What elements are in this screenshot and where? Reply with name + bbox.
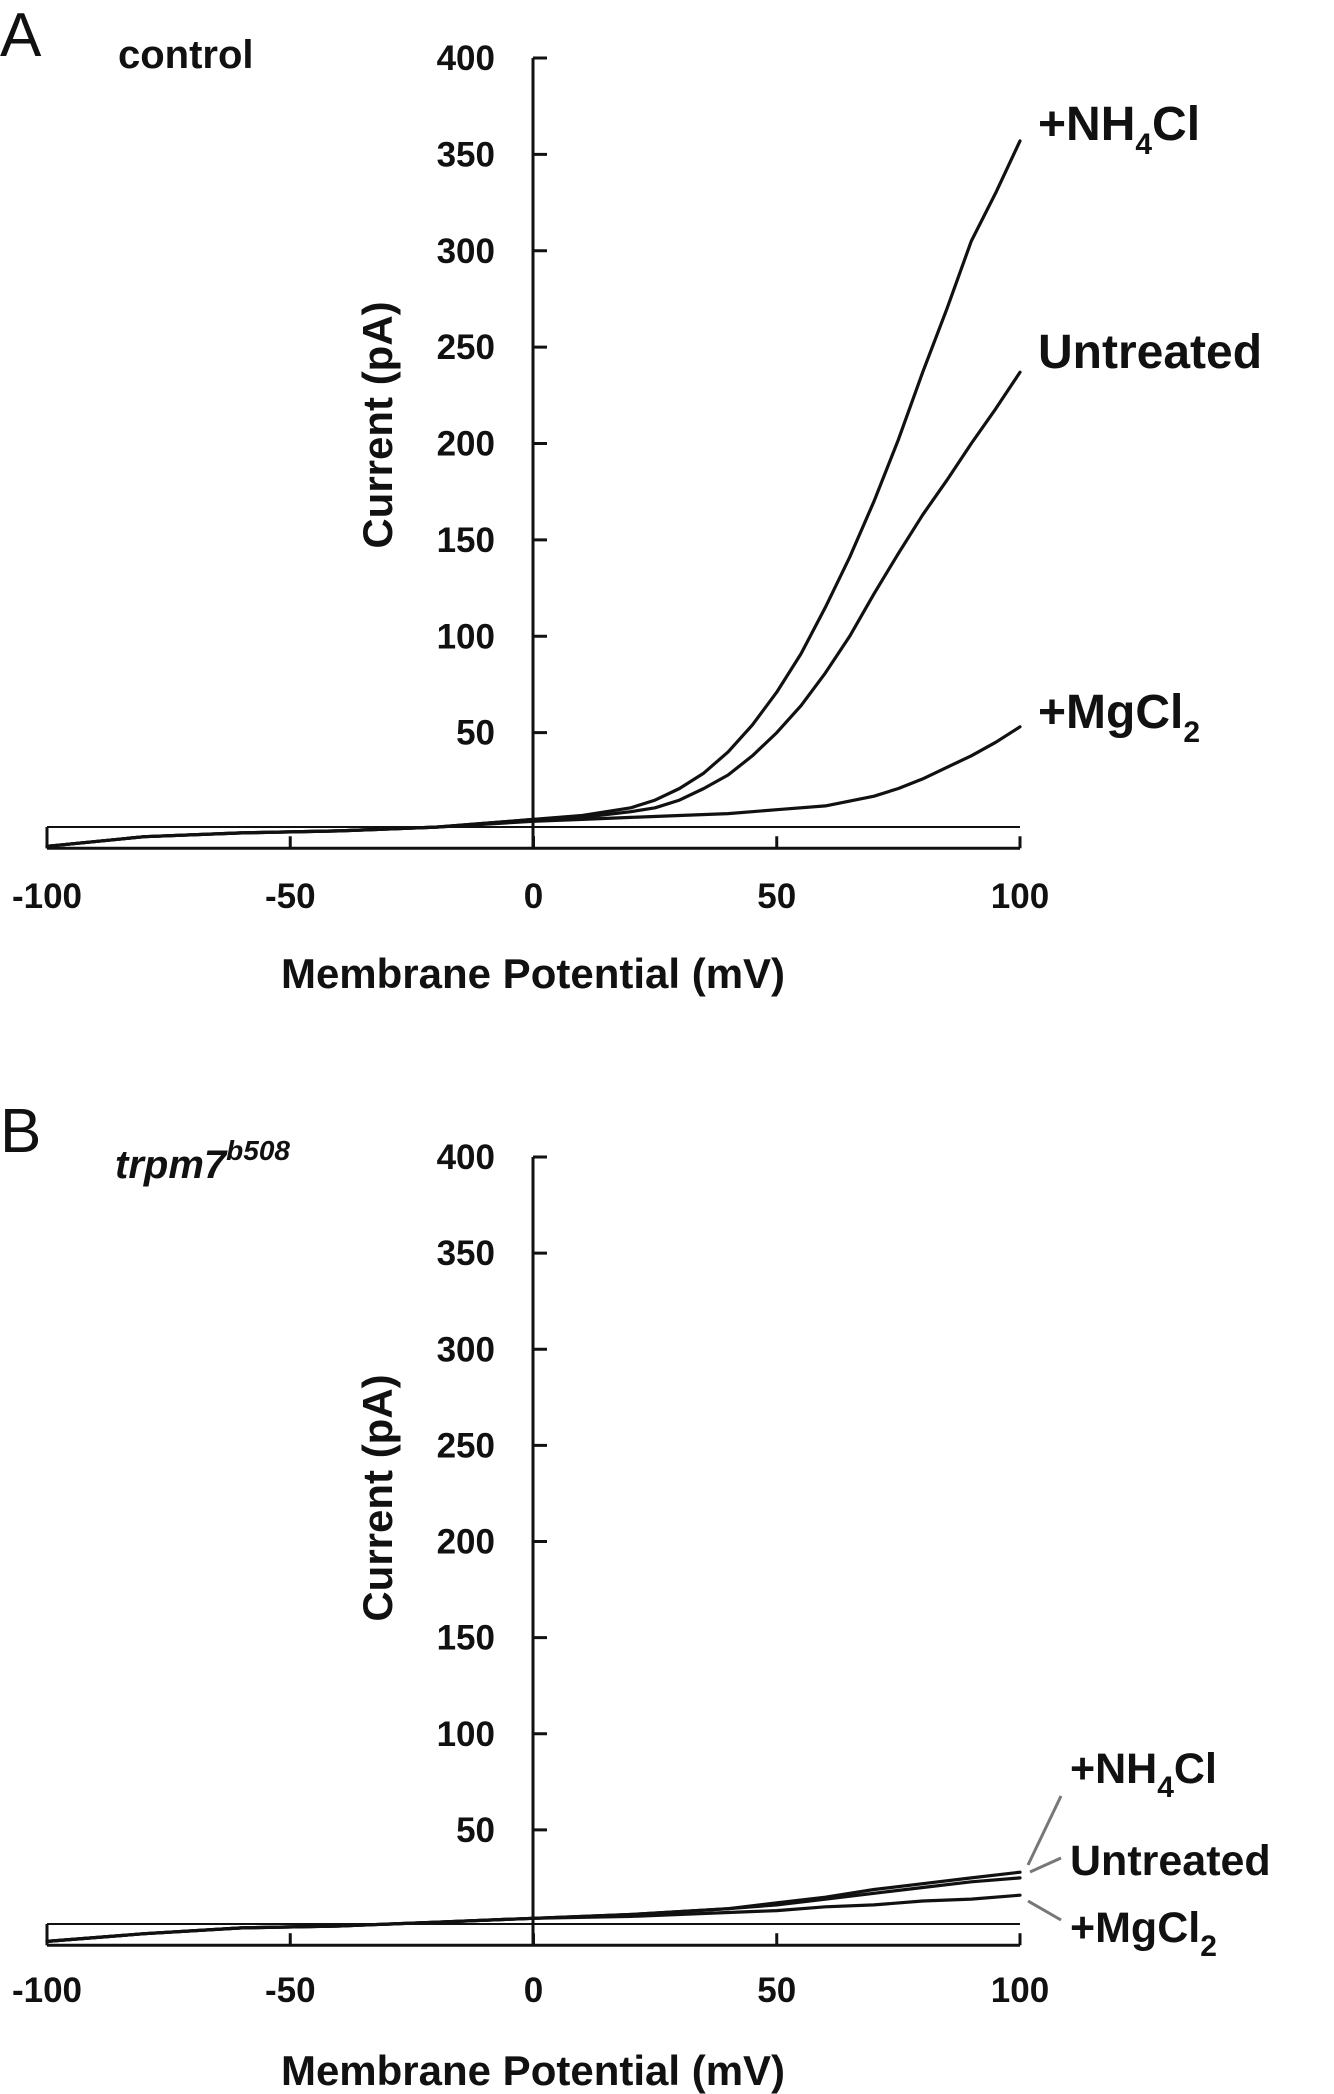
y-tick-label: 50 [456,1811,495,1850]
x-tick-label: 100 [991,877,1049,916]
y-tick-label: 200 [437,425,495,464]
series-label-main: Untreated [1038,326,1262,379]
y-tick-label: 250 [437,1426,495,1465]
chart-b: 50 100 150 200 250 300 350 400 -100 -50 0 50 100 Memb… [12,1138,1271,2094]
y-tick-label: 300 [437,1330,495,1369]
series-label-subscript: 2 [1183,716,1200,749]
x-tick-label: 0 [524,877,543,916]
panel-label-b: trpm7b508 [115,1135,290,1187]
x-tick-label: -100 [12,877,82,916]
series-label-leader [1027,1899,1062,1922]
y-axis-title: Current (pA) [354,1374,401,1621]
y-axis-title: Current (pA) [354,301,401,548]
series-label-leader [1026,1795,1063,1866]
series-line--mgcl2 [45,725,1022,848]
x-tick-label: 50 [757,1971,796,2010]
series-label-main: +MgCl [1070,1904,1200,1952]
x-axis-title: Membrane Potential (mV) [281,950,785,997]
panel-label-b-superscript: b508 [226,1135,290,1166]
series-label: +MgCl2 [1038,686,1200,749]
series-label-subscript: 4 [1157,1771,1174,1804]
series-label: Untreated [1070,1837,1271,1885]
y-tick-label: 250 [437,328,495,367]
panel-letter-b: B [0,1097,41,1166]
x-tick-label: 0 [524,1971,543,2010]
series-label-main: +NH [1038,98,1135,151]
series-label: +NH4Cl [1038,98,1200,161]
panel-label-a: control [118,33,254,77]
series-label-subscript: 2 [1200,1930,1217,1963]
x-tick-label: 100 [991,1971,1049,2010]
x-tick-label: -50 [265,1971,316,2010]
panel-b: B trpm7b508 50100150200250300350400-100-… [0,1097,1271,2094]
panel-letter-a: A [0,1,42,70]
series-label-subscript: 4 [1135,128,1152,161]
y-tick-label: 400 [437,1138,495,1177]
y-tick-label: 100 [437,1715,495,1754]
series-label: Untreated [1038,326,1262,379]
x-axis-title: Membrane Potential (mV) [281,2047,785,2094]
series-line--mgcl2 [45,1893,1022,1944]
series-label-tail: Cl [1152,98,1200,151]
y-tick-label: 150 [437,1619,495,1658]
x-tick-label: -100 [12,1971,82,2010]
panel-label-b-main: trpm7 [115,1143,228,1187]
y-tick-label: 300 [437,232,495,271]
series-label-main: Untreated [1070,1837,1271,1885]
series-label-leader [1029,1856,1062,1874]
series-label-tail: Cl [1174,1745,1217,1793]
series-label-main: +NH [1070,1745,1157,1793]
x-tick-label: 50 [757,877,796,916]
series-label: +NH4Cl [1070,1745,1217,1804]
y-tick-label: 100 [437,617,495,656]
y-tick-label: 200 [437,1523,495,1562]
series-label: +MgCl2 [1070,1904,1217,1963]
chart-a: 50 100 150 200 250 300 350 400 -100 -50 0 50 100 Memb… [12,39,1262,997]
y-tick-label: 150 [437,521,495,560]
series-label-main: +MgCl [1038,686,1183,739]
y-tick-label: 50 [456,714,495,753]
y-tick-label: 400 [437,39,495,78]
y-tick-label: 350 [437,135,495,174]
y-tick-label: 350 [437,1234,495,1273]
x-tick-label: -50 [265,877,316,916]
